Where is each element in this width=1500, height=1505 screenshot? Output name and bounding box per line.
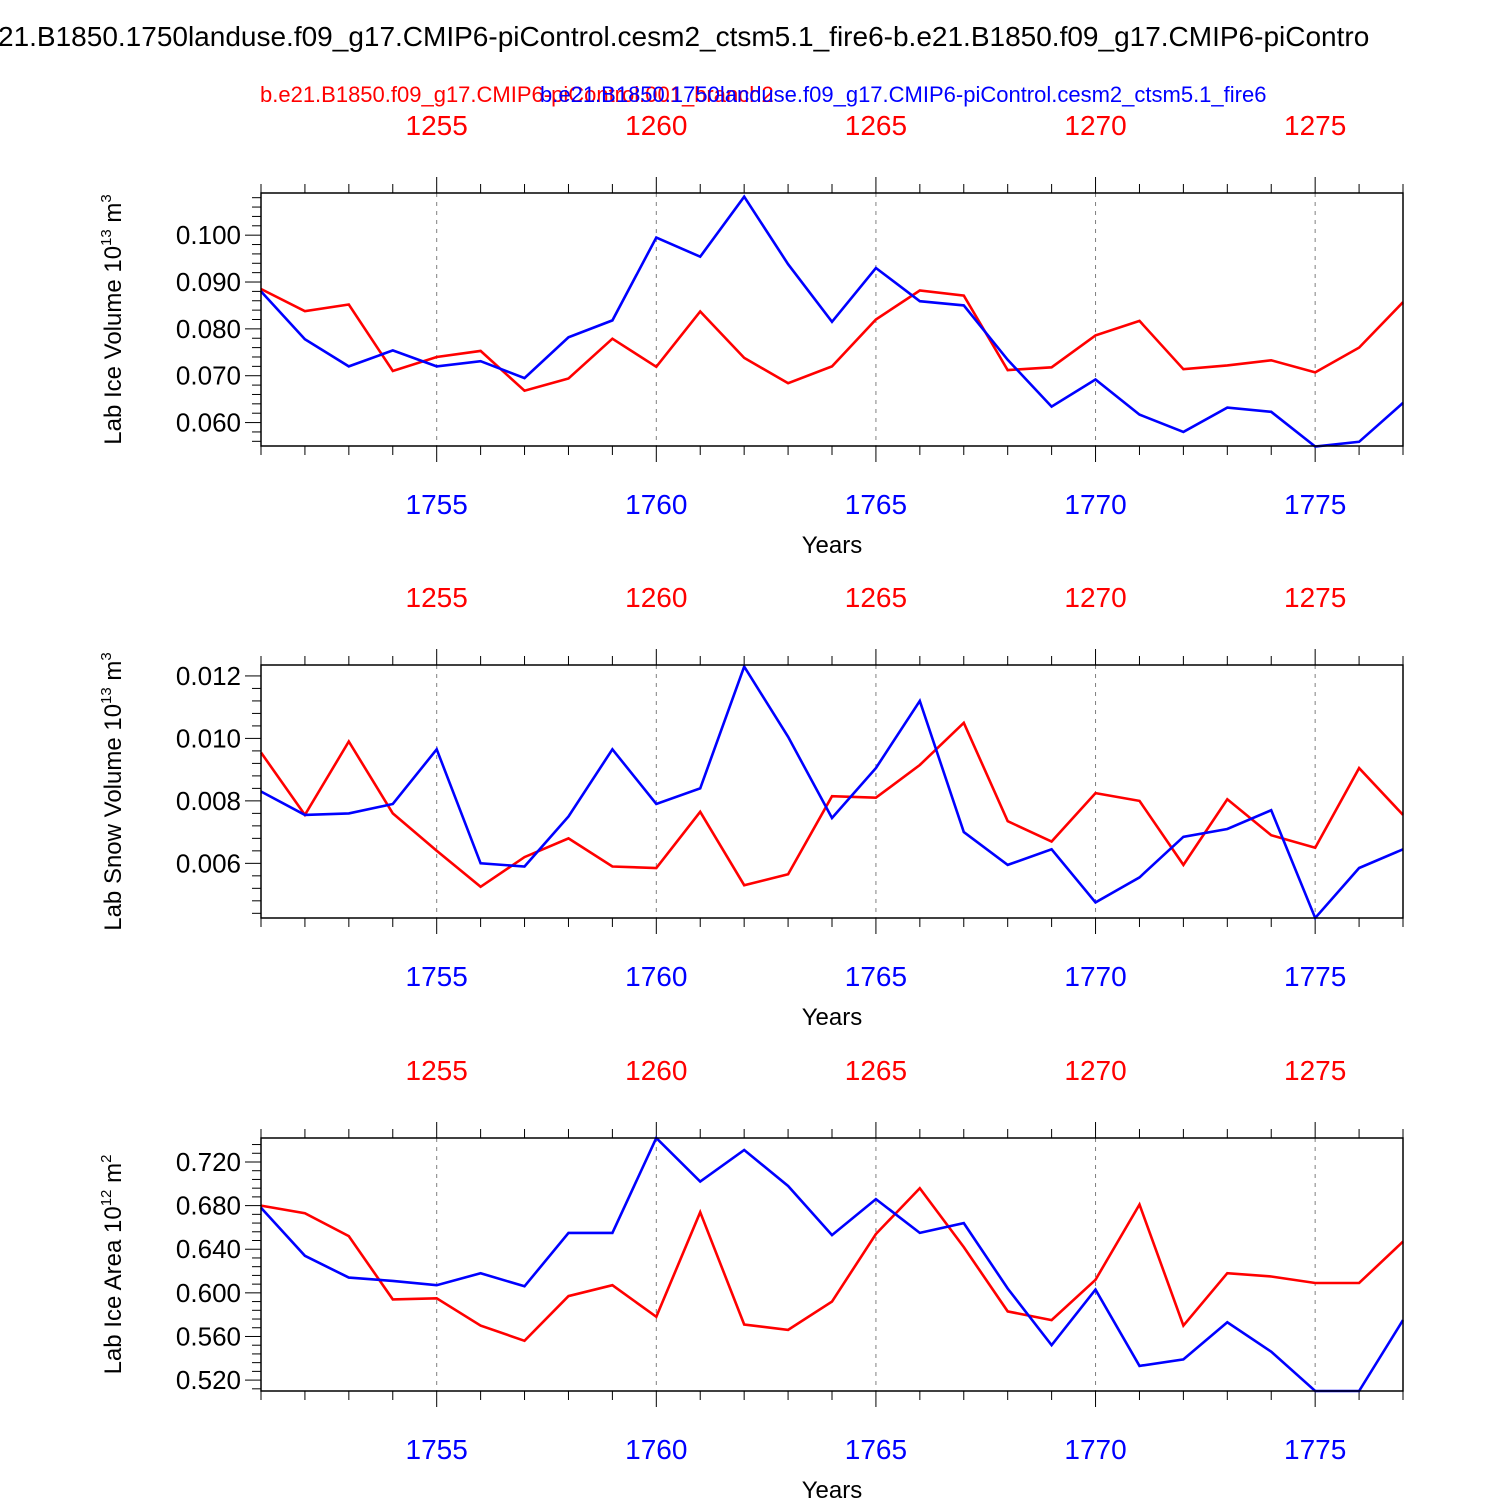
y-axis-title-unit: m [100, 203, 127, 230]
chart-panel-3: 0.520 0.560 0.600 0.640 0.680 0.720 1755 1255 17… [98, 1055, 1405, 1504]
y-axis-title-unit-exp: 2 [98, 1155, 115, 1163]
x-tick-label-bottom: 1770 [1064, 961, 1126, 992]
x-tick-label-top: 1260 [625, 582, 687, 613]
y-axis-title-main: Lab Ice Volume 10 [100, 246, 127, 445]
y-tick-label: 0.006 [176, 848, 241, 878]
y-axis-title-exp: 12 [98, 1190, 115, 1207]
x-tick-label-bottom: 1755 [406, 1434, 468, 1465]
x-tick-label-bottom: 1765 [845, 489, 907, 520]
y-axis-title-exp: 13 [98, 687, 115, 704]
plot-frame [260, 192, 1404, 447]
y-tick-label: 0.080 [176, 314, 241, 344]
x-tick-label-bottom: 1755 [406, 961, 468, 992]
x-tick-label-top: 1275 [1284, 110, 1346, 141]
y-axis-title-main: Lab Ice Area 10 [100, 1206, 127, 1374]
x-tick-label-bottom: 1765 [845, 961, 907, 992]
y-axis-title-exp: 13 [98, 229, 115, 246]
y-tick-label: 0.070 [176, 361, 241, 391]
y-axis-title-unit-exp: 3 [98, 652, 115, 660]
figure-title: 21.B1850.1750landuse.f09_g17.CMIP6-piCon… [0, 21, 1369, 52]
x-tick-label-bottom: 1760 [625, 1434, 687, 1465]
y-axis-title-unit: m [100, 1163, 127, 1190]
x-tick-label-bottom: 1770 [1064, 1434, 1126, 1465]
x-tick-label-top: 1265 [845, 110, 907, 141]
y-tick-label: 0.100 [176, 220, 241, 250]
y-tick-label: 0.008 [176, 786, 241, 816]
y-tick-label: 0.010 [176, 723, 241, 753]
x-tick-label-bottom: 1765 [845, 1434, 907, 1465]
legend-blue-label: b.e21.B1850.1750landuse.f09_g17.CMIP6-pi… [540, 82, 1266, 107]
y-axis-title: Lab Snow Volume 1013 m3 [98, 652, 127, 931]
x-tick-label-top: 1275 [1284, 582, 1346, 613]
y-tick-label: 0.060 [176, 408, 241, 438]
x-axis-title: Years [802, 1004, 863, 1031]
series-line-red [260, 287, 1404, 393]
x-tick-label-bottom: 1775 [1284, 961, 1346, 992]
y-tick-label: 0.520 [176, 1365, 241, 1395]
y-tick-label: 0.012 [176, 661, 241, 691]
x-tick-label-bottom: 1775 [1284, 1434, 1346, 1465]
x-tick-label-top: 1255 [406, 110, 468, 141]
x-tick-label-top: 1260 [625, 1055, 687, 1086]
plot-frame [260, 1137, 1404, 1392]
plot-frame [260, 664, 1404, 919]
x-tick-label-bottom: 1760 [625, 961, 687, 992]
x-tick-label-bottom: 1760 [625, 489, 687, 520]
y-tick-label: 0.640 [176, 1234, 241, 1264]
x-tick-label-top: 1275 [1284, 1055, 1346, 1086]
y-tick-label: 0.560 [176, 1321, 241, 1351]
chart-panel-2: 0.006 0.008 0.010 0.012 1755 1255 1760 1260 1765… [98, 582, 1404, 1031]
y-axis-title-unit-exp: 3 [98, 194, 115, 202]
y-axis-title-unit: m [100, 661, 127, 688]
y-axis-title: Lab Ice Volume 1013 m3 [98, 194, 127, 445]
legend-red-label: b.e21.B1850.f09_g17.CMIP6-piControl.001_… [260, 82, 774, 107]
chart-panel-1: 0.060 0.070 0.080 0.090 0.100 1755 1255 1760 126… [98, 110, 1404, 559]
x-tick-label-top: 1270 [1064, 1055, 1126, 1086]
x-tick-label-top: 1265 [845, 1055, 907, 1086]
x-tick-label-bottom: 1770 [1064, 489, 1126, 520]
y-axis-title-main: Lab Snow Volume 10 [100, 704, 127, 931]
x-tick-label-top: 1255 [406, 1055, 468, 1086]
series-line-blue [260, 663, 1404, 921]
x-tick-label-top: 1260 [625, 110, 687, 141]
x-tick-label-top: 1270 [1064, 582, 1126, 613]
series-line-blue [260, 194, 1404, 448]
series-line-red [260, 1186, 1404, 1343]
panels-group: 0.060 0.070 0.080 0.090 0.100 1755 1255 1760 126… [98, 110, 1405, 1504]
y-tick-label: 0.680 [176, 1191, 241, 1221]
y-tick-label: 0.600 [176, 1278, 241, 1308]
x-tick-label-bottom: 1755 [406, 489, 468, 520]
y-axis-title: Lab Ice Area 1012 m2 [98, 1155, 127, 1375]
x-axis-title: Years [802, 532, 863, 559]
x-tick-label-top: 1265 [845, 582, 907, 613]
series-line-blue [260, 1135, 1405, 1393]
x-tick-label-top: 1255 [406, 582, 468, 613]
y-tick-label: 0.720 [176, 1147, 241, 1177]
y-tick-label: 0.090 [176, 267, 241, 297]
x-axis-title: Years [802, 1477, 863, 1500]
series-line-red [259, 720, 1404, 889]
x-tick-label-bottom: 1775 [1284, 489, 1346, 520]
x-tick-label-top: 1270 [1064, 110, 1126, 141]
